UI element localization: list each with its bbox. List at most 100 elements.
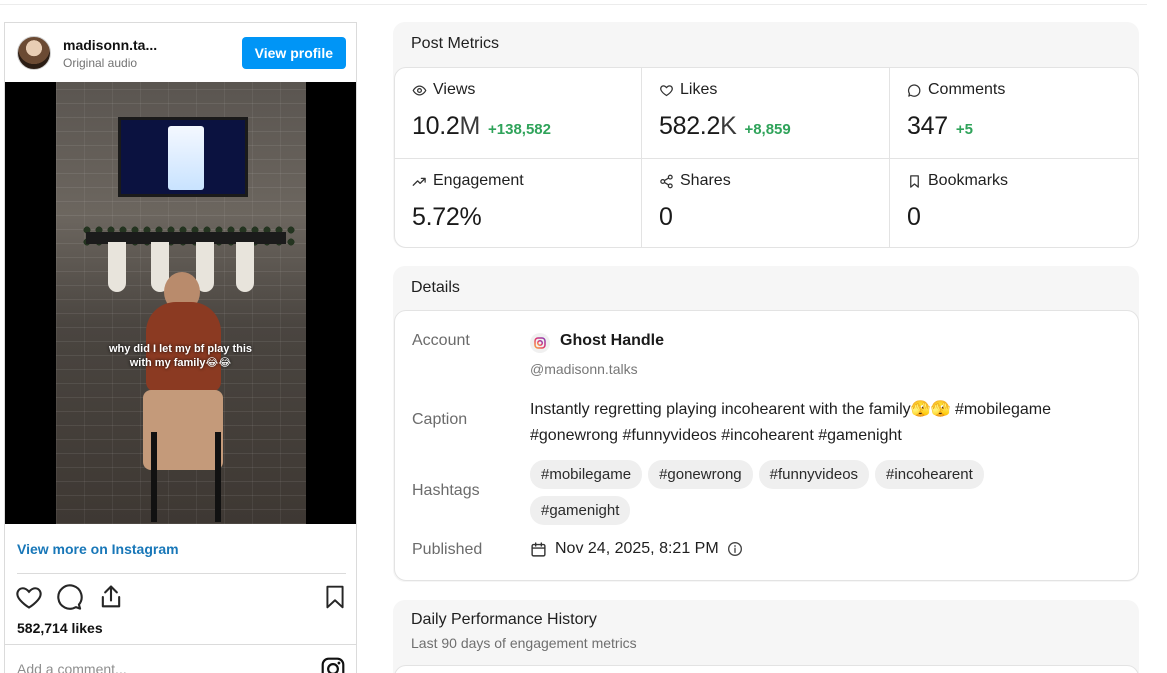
metric-number: 10.2M xyxy=(412,112,480,141)
published-label: Published xyxy=(412,541,483,558)
metric-views: Views 10.2M +138,582 xyxy=(395,68,642,159)
metric-label-text: Bookmarks xyxy=(928,172,1009,189)
metric-delta: +138,582 xyxy=(488,121,551,138)
share-icon[interactable] xyxy=(97,583,125,611)
account-handle: @madisonn.talks xyxy=(530,361,638,377)
eye-icon xyxy=(412,84,427,96)
post-metrics-card: Post Metrics Views 10.2M +138,582 Likes xyxy=(393,22,1139,248)
metric-likes: Likes 582.2K +8,859 xyxy=(642,68,890,159)
view-profile-button[interactable]: View profile xyxy=(241,37,346,69)
video-player[interactable]: why did I let my bf play this with my fa… xyxy=(5,82,356,524)
instagram-icon xyxy=(530,333,550,353)
avatar[interactable] xyxy=(17,36,51,70)
metric-label: Engagement xyxy=(412,172,641,190)
account-name: Ghost Handle xyxy=(560,332,665,349)
hashtag-chip: #incohearent xyxy=(875,460,984,489)
metric-number-text: 0 xyxy=(659,203,673,231)
embed-header: madisonn.ta... Original audio View profi… xyxy=(5,23,356,83)
hashtag-chip: #funnyvideos xyxy=(758,460,870,489)
stocking xyxy=(196,242,214,292)
metric-shares: Shares 0 xyxy=(642,159,890,247)
info-icon[interactable] xyxy=(727,541,743,557)
published-date: Nov 24, 2025, 8:21 PM xyxy=(555,540,719,557)
metric-label: Views xyxy=(412,81,641,99)
metric-number: 0 xyxy=(907,203,921,232)
metric-label: Likes xyxy=(659,81,889,99)
heart-icon[interactable] xyxy=(15,583,43,611)
metric-label-text: Views xyxy=(433,81,476,98)
hashtag-list: #mobilegame #gonewrong #funnyvideos #inc… xyxy=(530,460,1030,525)
heart-icon xyxy=(660,84,673,96)
username[interactable]: madisonn.ta... xyxy=(63,36,158,53)
video-caption: why did I let my bf play this with my fa… xyxy=(5,342,356,370)
metric-number-text: 5.72% xyxy=(412,203,482,231)
metric-label: Bookmarks xyxy=(907,172,1138,190)
metric-number-text: 582.2 xyxy=(659,112,721,140)
metric-unit: K xyxy=(720,112,737,140)
details-card: Details Account Ghost Handle @madisonn.t… xyxy=(393,266,1139,582)
instagram-logo-icon[interactable] xyxy=(320,656,346,673)
metric-unit: M xyxy=(459,112,480,140)
divider xyxy=(5,644,356,645)
comment-icon[interactable] xyxy=(55,583,83,611)
metrics-grid: Views 10.2M +138,582 Likes 582.2K +8,859 xyxy=(395,68,1138,247)
details-body: Account Ghost Handle @madisonn.talks Cap… xyxy=(394,310,1139,581)
person-torso xyxy=(146,302,221,392)
view-more-link[interactable]: View more on Instagram xyxy=(17,541,179,557)
post-metrics-title: Post Metrics xyxy=(411,35,500,52)
history-body xyxy=(394,665,1139,673)
metric-value: 5.72% xyxy=(412,203,641,232)
metric-number: 347 xyxy=(907,112,948,141)
metric-label-text: Likes xyxy=(680,81,718,98)
video-caption-text: why did I let my bf play this with my fa… xyxy=(108,343,253,369)
hashtags-label: Hashtags xyxy=(412,482,480,499)
tv-screen xyxy=(168,126,204,190)
caption-label: Caption xyxy=(412,411,468,428)
metric-delta: +8,859 xyxy=(744,121,791,138)
comment-icon xyxy=(907,83,921,97)
account-label: Account xyxy=(412,332,470,349)
video-frame xyxy=(56,82,306,524)
tv xyxy=(118,117,248,197)
likes-count[interactable]: 582,714 likes xyxy=(17,620,103,636)
metric-number: 0 xyxy=(659,203,673,232)
trend-up-icon xyxy=(412,177,426,186)
metric-value: 10.2M +138,582 xyxy=(412,112,641,141)
metric-label-text: Engagement xyxy=(433,172,524,189)
bookmark-icon[interactable] xyxy=(322,583,348,611)
instagram-embed: madisonn.ta... Original audio View profi… xyxy=(4,22,357,673)
metric-label-text: Comments xyxy=(928,81,1006,98)
metric-number-text: 0 xyxy=(907,203,921,231)
metric-number: 582.2K xyxy=(659,112,737,141)
metric-label-text: Shares xyxy=(680,172,731,189)
hashtag-chip: #gamenight xyxy=(530,496,631,525)
performance-history-card: Daily Performance History Last 90 days o… xyxy=(393,600,1139,673)
comment-input[interactable]: Add a comment... xyxy=(17,661,127,673)
metric-value: 0 xyxy=(659,203,889,232)
calendar-icon xyxy=(531,541,546,557)
audio-label[interactable]: Original audio xyxy=(63,55,138,70)
metric-label: Comments xyxy=(907,81,1138,99)
metric-value: 582.2K +8,859 xyxy=(659,112,889,141)
bookmark-icon xyxy=(910,174,919,188)
metric-value: 347 +5 xyxy=(907,112,1138,141)
metrics-grid-container: Views 10.2M +138,582 Likes 582.2K +8,859 xyxy=(394,67,1139,248)
metric-number: 5.72% xyxy=(412,203,482,232)
details-title: Details xyxy=(411,279,460,296)
metric-bookmarks: Bookmarks 0 xyxy=(890,159,1138,247)
metric-label: Shares xyxy=(659,172,889,190)
mantel xyxy=(86,232,286,244)
action-bar xyxy=(15,583,348,613)
top-divider xyxy=(0,4,1147,5)
metric-delta: +5 xyxy=(955,121,973,138)
divider xyxy=(17,573,346,574)
metric-value: 0 xyxy=(907,203,1138,232)
embed-user: madisonn.ta... Original audio xyxy=(63,37,242,70)
instagram-logo-small-icon xyxy=(534,337,546,349)
metric-comments: Comments 347 +5 xyxy=(890,68,1138,159)
metric-number-text: 10.2 xyxy=(412,112,460,140)
hashtag-chip: #mobilegame xyxy=(530,460,643,489)
hashtag-chip: #gonewrong xyxy=(648,460,753,489)
metric-engagement: Engagement 5.72% xyxy=(395,159,642,247)
stocking xyxy=(236,242,254,292)
